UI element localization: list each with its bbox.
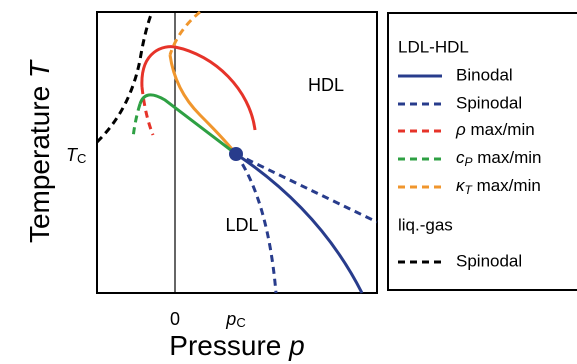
rho-solid <box>140 45 257 131</box>
x-tick-label: 0 <box>170 309 180 329</box>
spinodal-upper <box>235 152 378 224</box>
binodal <box>235 152 364 294</box>
legend-text: max/min <box>473 148 542 167</box>
legend-symbol: ρ <box>455 120 466 139</box>
legend-box <box>387 12 577 291</box>
legend-title: LDL-HDL <box>398 37 469 56</box>
tick-symbol: p <box>225 309 236 329</box>
rho-dashed <box>140 86 155 136</box>
legend-entry: Spinodal <box>456 93 522 112</box>
cp-solid <box>138 93 237 156</box>
legend-entry: Binodal <box>456 65 513 84</box>
tick-subscript: C <box>236 315 245 330</box>
legend-entry: ρ max/min <box>455 120 535 139</box>
legend-title: liq.-gas <box>398 215 453 234</box>
y-axis-label: Temperature T <box>24 59 55 243</box>
region-label: LDL <box>225 215 258 235</box>
spinodal-lower <box>234 153 278 294</box>
tick-subscript: C <box>77 151 86 166</box>
legend-entry: cP max/min <box>456 148 541 169</box>
x-axis-symbol: p <box>288 330 305 361</box>
plot-frame <box>96 11 378 294</box>
legend-text: max/min <box>466 120 535 139</box>
y-axis-text: Temperature <box>24 86 55 243</box>
region-label: HDL <box>308 75 344 95</box>
legend-subscript: P <box>465 155 473 169</box>
tick-symbol: T <box>66 145 79 165</box>
kappa-dashed <box>168 10 201 56</box>
critical-point <box>229 147 243 161</box>
legend-subscript: T <box>465 183 474 197</box>
legend-entry: κT max/min <box>456 176 541 197</box>
cp-dashed <box>131 103 142 139</box>
legend-text: max/min <box>472 176 541 195</box>
x-tick-label: pC <box>225 309 245 331</box>
legend-symbol: κ <box>456 176 466 195</box>
y-tick-label: TC <box>66 145 86 167</box>
legend-entry: Spinodal <box>456 251 522 270</box>
kappa-solid <box>168 54 238 155</box>
y-axis-symbol: T <box>24 59 55 78</box>
x-axis-label: Pressure p <box>169 330 304 361</box>
legend-symbol: c <box>456 148 465 167</box>
liq-gas-spinodal <box>95 11 154 144</box>
x-axis-text: Pressure <box>169 330 281 361</box>
